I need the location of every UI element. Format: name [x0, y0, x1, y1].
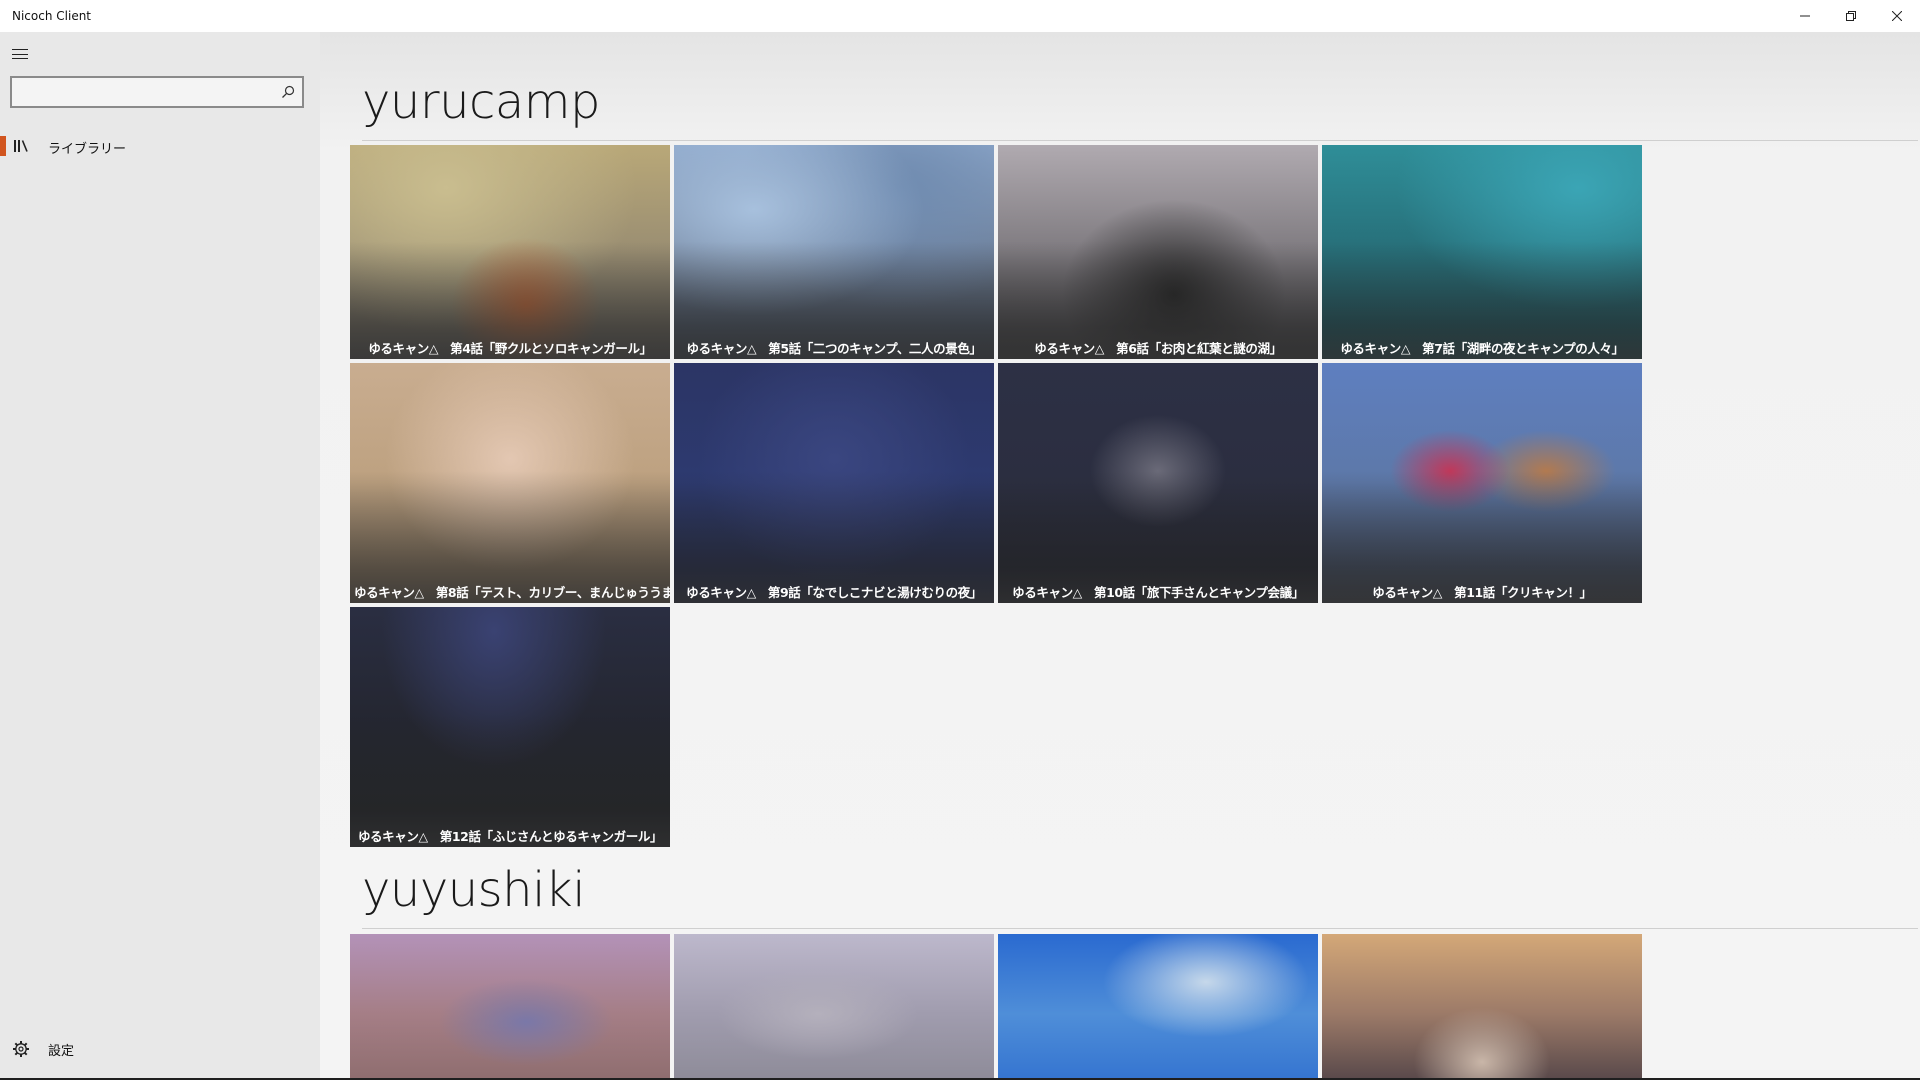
thumbnail-shade	[674, 145, 994, 359]
video-tile[interactable]: ゆるキャン△ 第12話「ふじさんとゆるキャンガール」	[350, 607, 670, 847]
video-thumbnail	[350, 934, 670, 1078]
close-icon	[1892, 11, 1902, 21]
video-title: ゆるキャン△ 第7話「湖畔の夜とキャンプの人々」	[1340, 341, 1624, 356]
hamburger-icon-line	[12, 58, 28, 60]
video-thumbnail	[674, 934, 994, 1078]
thumbnail-shade	[350, 363, 670, 603]
sidebar-item-library[interactable]: ライブラリー	[0, 126, 320, 166]
video-title: ゆるキャン△ 第8話「テスト、カリブー、まんじゅううまい」	[354, 585, 670, 600]
settings-label: 設定	[48, 1044, 75, 1059]
title-bar: Nicoch Client	[0, 0, 1920, 32]
hamburger-menu-button[interactable]	[10, 46, 30, 62]
sidebar-item-label: ライブラリー	[48, 142, 127, 157]
gear-icon	[13, 1041, 29, 1057]
video-tile[interactable]: ゆるキャン△ 第7話「湖畔の夜とキャンプの人々」	[1322, 145, 1642, 359]
minimize-icon	[1800, 15, 1810, 17]
video-title: ゆるキャン△ 第9話「なでしこナビと湯けむりの夜」	[686, 585, 982, 600]
video-tile[interactable]: ゆるキャン△ 第5話「二つのキャンプ、二人の景色」	[674, 145, 994, 359]
hamburger-icon	[12, 49, 28, 51]
video-tile[interactable]: ゆるキャン△ 第4話「野クルとソロキャンガール」	[350, 145, 670, 359]
video-tile[interactable]: ゆるキャン△ 第10話「旅下手さんとキャンプ会議」	[998, 363, 1318, 603]
video-tile[interactable]: ゆるキャン△ 第11話「クリキャン！」	[1322, 363, 1642, 603]
thumbnail-shade	[998, 363, 1318, 603]
hamburger-icon-line	[12, 53, 28, 55]
section-title: yurucamp	[362, 74, 601, 130]
section-divider	[362, 928, 1918, 929]
video-tile[interactable]	[1322, 934, 1642, 1078]
video-tile[interactable]: ゆるキャン△ 第6話「お肉と紅葉と謎の湖」	[998, 145, 1318, 359]
video-thumbnail	[998, 934, 1318, 1078]
video-tile[interactable]: ゆるキャン△ 第8話「テスト、カリブー、まんじゅううまい」	[350, 363, 670, 603]
sidebar-item-settings[interactable]: 設定	[0, 1028, 320, 1068]
video-title: ゆるキャン△ 第5話「二つのキャンプ、二人の景色」	[686, 341, 982, 356]
video-title: ゆるキャン△ 第6話「お肉と紅葉と謎の湖」	[1034, 341, 1282, 356]
search-box	[10, 76, 304, 108]
video-tile[interactable]	[350, 934, 670, 1078]
selection-indicator	[0, 136, 6, 156]
video-tile[interactable]: ゆるキャン△ 第9話「なでしこナビと湯けむりの夜」	[674, 363, 994, 603]
sidebar: ライブラリー 設定	[0, 32, 320, 1078]
restore-icon	[1846, 11, 1856, 21]
video-title: ゆるキャン△ 第11話「クリキャン！」	[1372, 585, 1592, 600]
thumbnail-shade	[998, 145, 1318, 359]
minimize-button[interactable]	[1782, 0, 1828, 32]
restore-button[interactable]	[1828, 0, 1874, 32]
video-title: ゆるキャン△ 第12話「ふじさんとゆるキャンガール」	[357, 829, 663, 844]
close-button[interactable]	[1874, 0, 1920, 32]
video-tile[interactable]	[674, 934, 994, 1078]
thumbnail-shade	[350, 607, 670, 847]
search-input[interactable]	[12, 78, 270, 106]
video-title: ゆるキャン△ 第4話「野クルとソロキャンガール」	[368, 341, 652, 356]
search-icon[interactable]	[280, 84, 296, 100]
library-content[interactable]: yurucamp ゆるキャン△ 第4話「野クルとソロキャンガール」 ゆるキャン△…	[320, 32, 1920, 1078]
thumbnail-shade	[674, 363, 994, 603]
thumbnail-shade	[1322, 363, 1642, 603]
library-icon	[14, 140, 28, 152]
section-divider	[362, 140, 1918, 141]
window-bottom-edge	[0, 1078, 1920, 1080]
video-tile[interactable]	[998, 934, 1318, 1078]
window-title: Nicoch Client	[12, 9, 92, 23]
thumbnail-shade	[350, 145, 670, 359]
video-thumbnail	[1322, 934, 1642, 1078]
thumbnail-shade	[1322, 145, 1642, 359]
section-title: yuyushiki	[362, 862, 586, 918]
video-title: ゆるキャン△ 第10話「旅下手さんとキャンプ会議」	[1012, 585, 1304, 600]
